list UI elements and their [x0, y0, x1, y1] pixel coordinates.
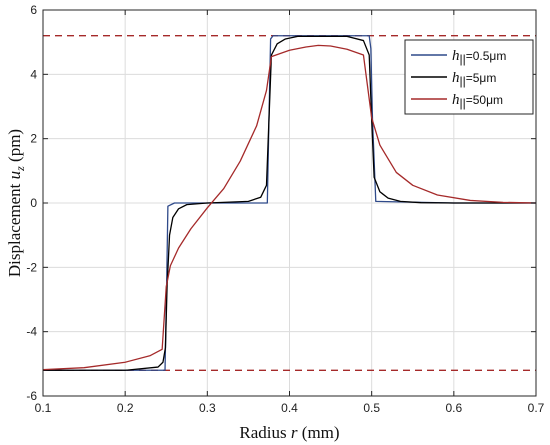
series-line-3: [42, 44, 537, 371]
x-tick-label: 0.7: [528, 401, 545, 415]
legend-symbol: h: [452, 70, 460, 86]
x-axis-label-unit: (mm): [302, 423, 340, 442]
legend-series-name: =5μm: [466, 71, 497, 85]
y-axis-label-subscript: z: [13, 166, 27, 172]
y-tick-labels: -6 -4 -2 0 2 4 6: [26, 3, 37, 403]
x-axis-label-symbol: r: [291, 423, 298, 442]
x-tick-label: 0.6: [445, 401, 462, 415]
y-tick-label: -6: [26, 389, 37, 403]
series-line-1: [43, 35, 536, 371]
y-tick-label: 6: [30, 3, 37, 17]
y-tick-label: -4: [26, 325, 37, 339]
y-axis-label-text: Displacement: [5, 183, 24, 277]
legend-series-name: =0.5μm: [466, 49, 507, 63]
y-axis-label-symbol: u: [5, 171, 24, 180]
legend-label-3: h||=50μm: [452, 92, 503, 110]
y-axis-label: Displacement uz (pm): [5, 129, 28, 277]
legend-symbol: h: [452, 92, 460, 108]
x-axis-label-text: Radius: [239, 423, 286, 442]
y-tick-label: 4: [30, 67, 37, 81]
series-line-2: [43, 35, 536, 371]
x-tick-label: 0.4: [281, 401, 298, 415]
y-tick-label: -2: [26, 260, 37, 274]
legend-label-1: h||=0.5μm: [452, 48, 506, 66]
y-tick-label: 0: [30, 196, 37, 210]
x-tick-label: 0.1: [35, 401, 52, 415]
x-tick-labels: 0.1 0.2 0.3 0.4 0.5 0.6 0.7: [35, 401, 545, 415]
x-tick-label: 0.2: [117, 401, 134, 415]
legend-subscript: ||: [460, 96, 466, 110]
tick-marks: [42, 9, 537, 397]
legend-label-2: h||=5μm: [452, 70, 496, 88]
legend-subscript: ||: [460, 74, 466, 88]
legend-series-name: =50μm: [466, 93, 503, 107]
legend-symbol: h: [452, 48, 460, 64]
y-axis-label-unit: (pm): [5, 129, 24, 162]
x-tick-label: 0.3: [199, 401, 216, 415]
legend-subscript: ||: [460, 52, 466, 66]
x-tick-label: 0.5: [363, 401, 380, 415]
series-lines: [42, 35, 537, 371]
y-tick-label: 2: [30, 132, 37, 146]
x-axis-label: Radius r (mm): [239, 423, 339, 442]
